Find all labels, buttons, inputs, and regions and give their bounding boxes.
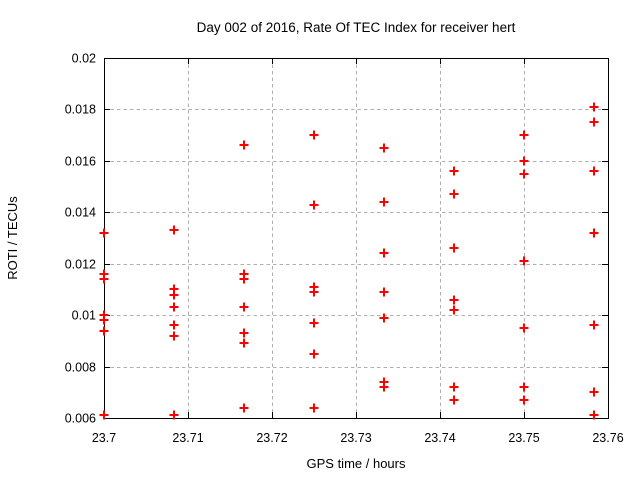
data-point-marker [519,256,529,266]
data-point-marker [379,287,389,297]
data-point-marker [169,320,179,330]
y-tick-label: 0.016 [65,155,96,169]
data-point-marker [589,410,599,420]
data-point-marker [309,403,319,413]
data-point-marker [239,403,249,413]
x-tick-label: 23.7 [92,431,116,445]
data-point-marker [239,302,249,312]
x-tick-label: 23.76 [592,431,623,445]
data-point-marker [239,338,249,348]
x-tick-label: 23.73 [340,431,371,445]
data-point-marker [519,323,529,333]
data-point-marker [239,274,249,284]
data-point-marker [379,382,389,392]
x-axis-label: GPS time / hours [307,456,406,471]
data-point-marker [169,410,179,420]
data-point-marker [309,200,319,210]
tick-label-layer: 23.7 23.71 23.72 23.73 23.74 23.75 23.76 0.006 0… [65,52,624,446]
y-tick-label: 0.018 [65,103,96,117]
data-point-marker [379,313,389,323]
x-tick-label: 23.75 [508,431,539,445]
data-point-marker [519,130,529,140]
data-point-marker [169,302,179,312]
data-point-marker [99,326,109,336]
data-point-marker [169,290,179,300]
data-point-marker [519,382,529,392]
data-point-marker [99,274,109,284]
data-point-marker [449,305,459,315]
data-point-marker [379,197,389,207]
x-tick-label: 23.74 [424,431,455,445]
data-point-marker [99,228,109,238]
data-point-marker [519,395,529,405]
data-point-marker [449,382,459,392]
data-point-marker [449,395,459,405]
data-point-marker [169,225,179,235]
data-point-marker [239,140,249,150]
y-tick-label: 0.008 [65,361,96,375]
data-point-marker [589,166,599,176]
data-point-marker [589,387,599,397]
data-point-marker [309,349,319,359]
data-point-marker [519,169,529,179]
y-tick-label: 0.02 [72,52,96,66]
data-point-marker [99,410,109,420]
data-point-marker [309,287,319,297]
data-point-marker [589,320,599,330]
data-point-marker [379,143,389,153]
y-tick-label: 0.014 [65,206,96,220]
y-tick-label: 0.012 [65,258,96,272]
y-axis-label: ROTI / TECUs [5,196,20,280]
data-point-marker [589,117,599,127]
data-point-marker [449,295,459,305]
grid-layer [104,58,608,418]
data-point-marker [449,243,459,253]
y-tick-label: 0.006 [65,412,96,426]
data-point-marker [449,166,459,176]
data-point-marker [379,248,389,258]
x-tick-label: 23.72 [256,431,287,445]
data-point-marker [169,331,179,341]
data-point-marker [449,189,459,199]
data-point-marker [589,102,599,112]
data-point-marker [309,130,319,140]
data-point-marker [519,156,529,166]
data-point-marker [99,315,109,325]
y-tick-label: 0.01 [72,309,96,323]
data-point-marker [239,328,249,338]
data-point-marker [309,318,319,328]
x-tick-label: 23.71 [172,431,203,445]
data-point-marker [589,228,599,238]
data-point-layer [99,102,599,420]
chart-title: Day 002 of 2016, Rate Of TEC Index for r… [197,20,516,35]
